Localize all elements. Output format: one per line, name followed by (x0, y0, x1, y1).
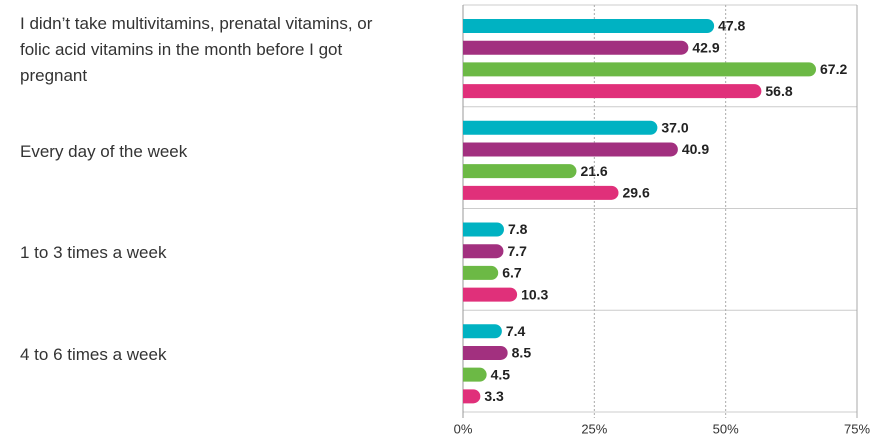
bar (463, 367, 487, 382)
value-label: 4.5 (491, 366, 511, 382)
value-label: 6.7 (502, 265, 522, 281)
category-label: I didn’t take multivitamins, prenatal vi… (20, 13, 373, 85)
value-label: 40.9 (682, 141, 709, 157)
x-tick-label: 50% (713, 421, 739, 436)
value-label: 7.4 (506, 323, 526, 339)
value-label: 10.3 (521, 286, 548, 302)
category-label: 4 to 6 times a week (20, 345, 167, 365)
value-label: 3.3 (484, 388, 504, 404)
bar (463, 120, 658, 135)
bar (463, 222, 504, 237)
bar (463, 185, 619, 200)
bar (463, 324, 502, 339)
bar (463, 84, 762, 99)
bar (463, 40, 689, 55)
bar (463, 345, 508, 360)
x-tick-label: 0% (454, 421, 473, 436)
x-tick-label: 75% (844, 421, 870, 436)
value-label: 21.6 (580, 163, 607, 179)
value-label: 47.8 (718, 18, 745, 34)
bar (463, 62, 817, 77)
value-label: 56.8 (765, 83, 792, 99)
value-label: 7.8 (508, 221, 528, 237)
category-label: Every day of the week (20, 141, 188, 161)
bar (463, 142, 678, 157)
x-tick-label: 25% (581, 421, 607, 436)
bar (463, 287, 518, 302)
value-label: 29.6 (622, 185, 649, 201)
value-label: 8.5 (512, 345, 532, 361)
value-label: 67.2 (820, 61, 847, 77)
bar (463, 164, 577, 179)
value-label: 37.0 (661, 119, 688, 135)
bar (463, 389, 481, 404)
value-label: 7.7 (507, 243, 527, 259)
bar (463, 19, 715, 33)
bar (463, 265, 499, 280)
bar (463, 244, 504, 259)
category-label: 1 to 3 times a week (20, 243, 167, 263)
value-label: 42.9 (692, 39, 719, 55)
